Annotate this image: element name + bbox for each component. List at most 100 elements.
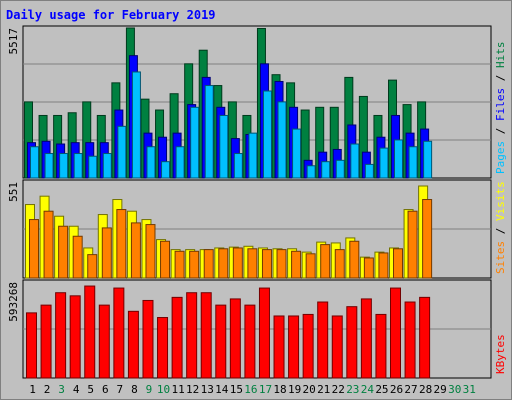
kbytes-bar-day-6 — [98, 304, 110, 379]
x-tick-label-day-18: 18 — [273, 383, 286, 396]
sites-bar-day-10 — [160, 240, 171, 279]
sites-bar-day-24 — [363, 257, 374, 279]
kbytes-bar-day-28 — [419, 296, 431, 379]
pages-bar-day-20 — [306, 165, 316, 179]
pages-bar-day-12 — [190, 106, 200, 179]
x-tick-label-day-12: 12 — [186, 383, 199, 396]
x-tick-label-day-14: 14 — [215, 383, 229, 396]
pages-bar-day-18 — [277, 101, 287, 179]
kbytes-bar-day-27 — [404, 301, 416, 379]
pages-bar-day-27 — [408, 146, 418, 179]
legend-item-2-1: Sites — [494, 241, 507, 274]
x-tick-label-day-22: 22 — [332, 383, 345, 396]
x-tick-label-day-13: 13 — [201, 383, 214, 396]
legend-item-1-1: Pages — [494, 141, 507, 174]
pages-bar-day-24 — [364, 163, 374, 179]
sites-bar-day-13 — [203, 249, 214, 279]
x-tick-label-day-1: 1 — [29, 383, 36, 396]
sites-bar-day-21 — [320, 244, 331, 279]
chart-labels: 5517 551 593268 Pages / Files / Hits Sites /… — [7, 28, 507, 396]
sites-bar-day-17 — [261, 249, 272, 279]
kbytes-bar-day-24 — [360, 298, 372, 379]
x-tick-label-day-10: 10 — [157, 383, 170, 396]
sites-bar-day-9 — [145, 224, 156, 279]
kbytes-bar-day-5 — [84, 285, 96, 379]
pages-bar-day-15 — [233, 153, 243, 179]
kbytes-bar-day-23 — [346, 306, 358, 379]
kbytes-bar-day-3 — [55, 292, 67, 379]
x-tick-label-day-25: 25 — [375, 383, 388, 396]
x-tick-label-day-27: 27 — [404, 383, 417, 396]
kbytes-bar-day-4 — [69, 295, 81, 379]
kbytes-bar-day-14 — [215, 304, 227, 379]
x-tick-label-day-26: 26 — [390, 383, 403, 396]
sites-bar-day-5 — [87, 254, 98, 279]
kbytes-bar-day-26 — [390, 287, 401, 379]
pages-bar-day-17 — [262, 90, 272, 179]
pages-bar-day-13 — [204, 85, 214, 179]
pages-bar-day-16 — [248, 132, 258, 179]
x-tick-label-day-3: 3 — [58, 383, 65, 396]
pages-bar-day-28 — [423, 140, 433, 179]
x-tick-label-day-2: 2 — [44, 383, 51, 396]
x-tick-label-day-6: 6 — [102, 383, 109, 396]
x-tick-label-day-8: 8 — [131, 383, 138, 396]
legend-item-1-4: / — [494, 68, 507, 88]
x-tick-label-day-16: 16 — [244, 383, 257, 396]
kbytes-bar-day-22 — [331, 315, 343, 379]
sites-bar-day-19 — [291, 250, 302, 279]
x-tick-label-day-31: 31 — [463, 383, 476, 396]
x-tick-label-day-28: 28 — [419, 383, 432, 396]
x-tick-label-day-24: 24 — [361, 383, 375, 396]
panel-2-legend: Sites / Visits — [494, 181, 507, 274]
sites-bar-day-20 — [305, 253, 316, 279]
x-tick-label-day-15: 15 — [230, 383, 243, 396]
pages-bar-day-8 — [131, 71, 141, 179]
panel-3-ymax-label: 593268 — [7, 282, 20, 322]
sites-bar-day-2 — [43, 210, 54, 279]
kbytes-bar-day-13 — [200, 292, 212, 379]
sites-bar-day-11 — [174, 250, 185, 279]
sites-bar-day-16 — [247, 248, 258, 279]
kbytes-bar-day-8 — [127, 310, 139, 379]
legend-item-2-2: / — [494, 221, 507, 241]
sites-bar-day-18 — [276, 249, 287, 279]
pages-bar-day-11 — [175, 146, 185, 179]
x-tick-label-day-23: 23 — [346, 383, 359, 396]
pages-bar-day-2 — [44, 153, 54, 179]
legend-item-1-5: Hits — [494, 42, 507, 69]
sites-bar-day-27 — [407, 210, 418, 279]
kbytes-bar-day-11 — [171, 296, 183, 379]
kbytes-bar-day-12 — [186, 292, 198, 379]
kbytes-bar-day-18 — [273, 315, 285, 379]
panel-2-ymax-label: 551 — [7, 182, 20, 202]
panel-1-legend: Pages / Files / Hits — [494, 42, 507, 175]
kbytes-bar-day-19 — [288, 315, 300, 379]
kbytes-bar-day-9 — [142, 299, 154, 379]
legend-item-2-3: Visits — [494, 181, 507, 221]
pages-bar-day-1 — [30, 146, 39, 179]
x-tick-label-day-9: 9 — [146, 383, 153, 396]
x-tick-label-day-30: 30 — [448, 383, 461, 396]
chart-bars — [24, 27, 433, 379]
kbytes-bar-day-17 — [258, 287, 270, 379]
x-tick-label-day-20: 20 — [303, 383, 316, 396]
kbytes-bar-day-1 — [26, 312, 37, 379]
sites-bar-day-26 — [393, 248, 403, 279]
legend-item-1-2: / — [494, 121, 507, 141]
kbytes-bar-day-10 — [157, 317, 169, 379]
pages-bar-day-26 — [394, 139, 403, 179]
sites-bar-day-4 — [72, 235, 83, 279]
sites-bar-day-15 — [232, 247, 243, 279]
panel-1-ymax-label: 5517 — [7, 28, 20, 55]
pages-bar-day-22 — [335, 159, 345, 179]
pages-bar-day-23 — [350, 143, 360, 179]
pages-bar-day-3 — [59, 153, 69, 179]
sites-bar-day-8 — [130, 222, 141, 279]
pages-bar-day-9 — [146, 146, 156, 179]
sites-bar-day-3 — [58, 225, 69, 279]
pages-bar-day-5 — [88, 155, 98, 179]
x-tick-label-day-17: 17 — [259, 383, 272, 396]
pages-bar-day-21 — [321, 161, 331, 179]
